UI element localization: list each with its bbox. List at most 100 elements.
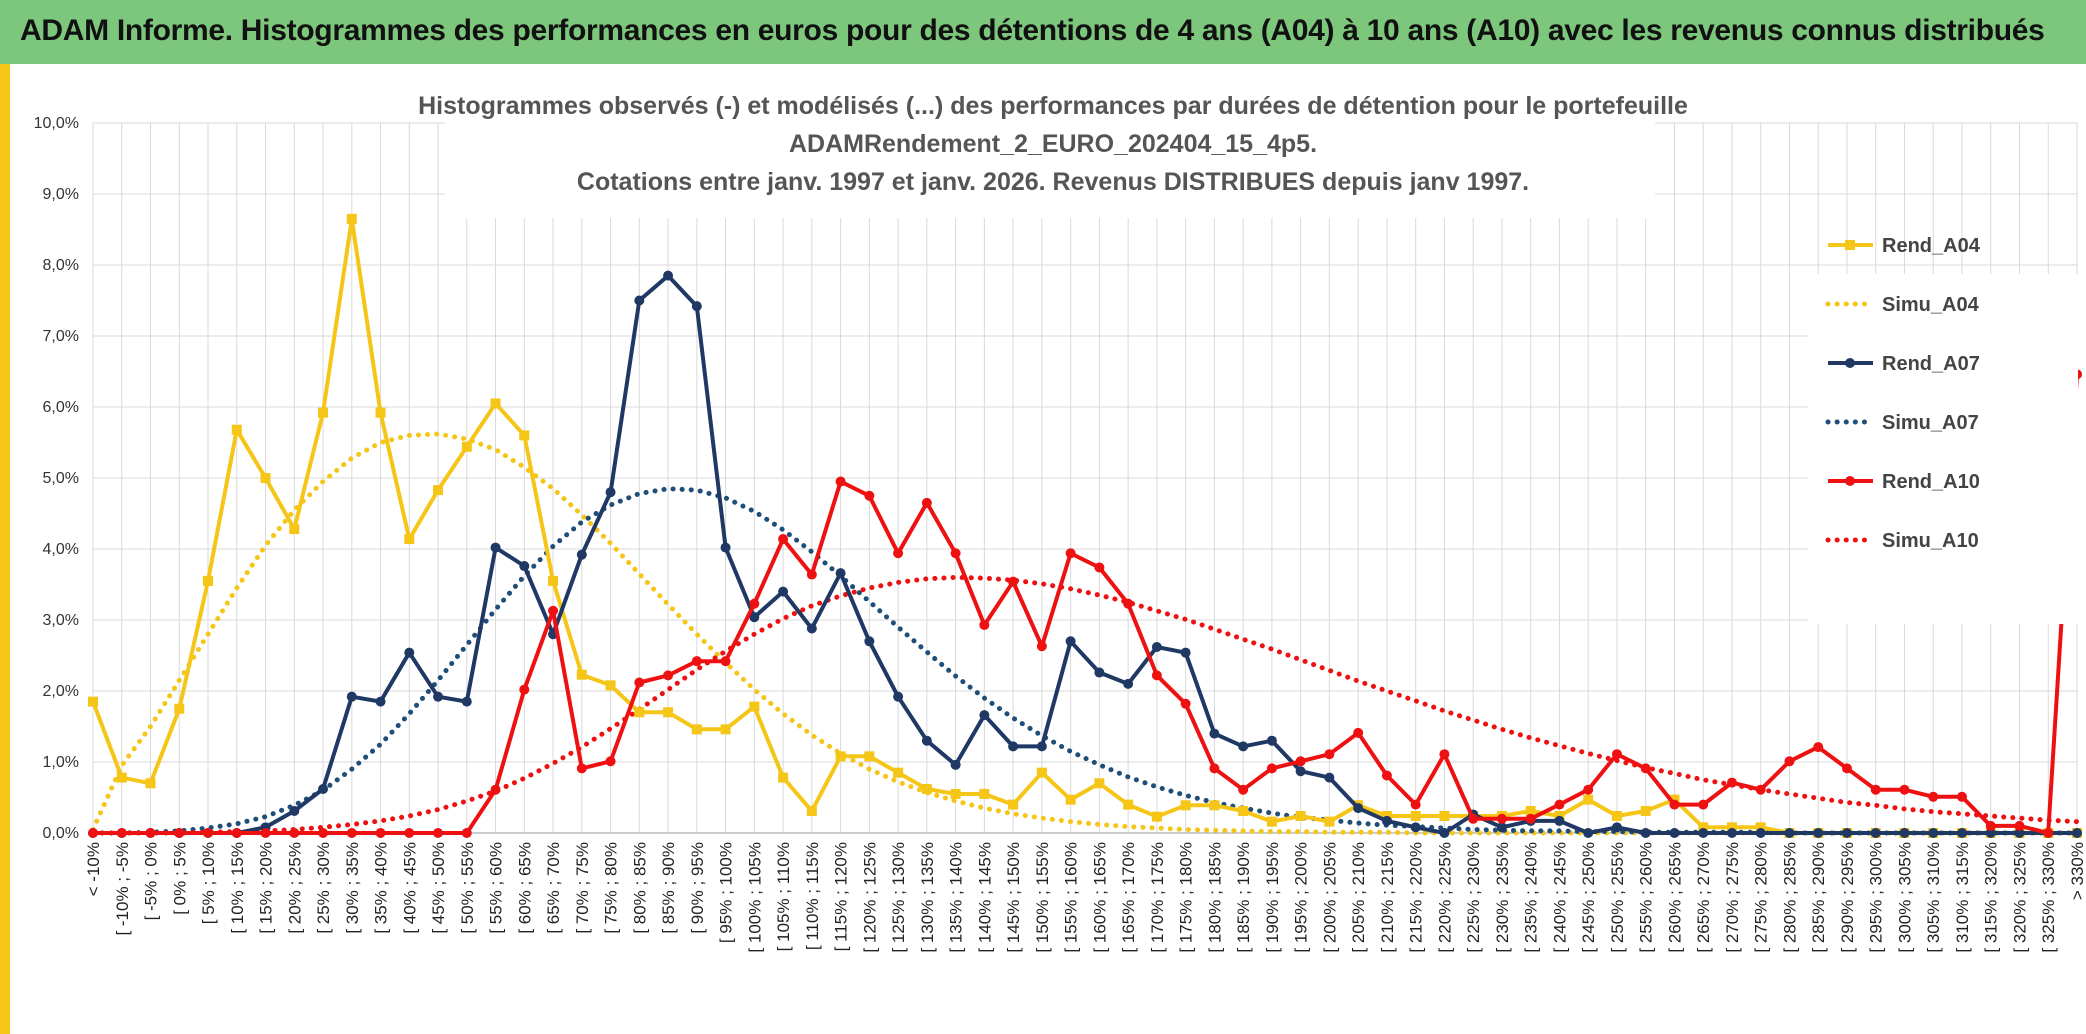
series-Rend_A07 [88,270,2082,838]
Rend_A04-point [519,430,530,441]
Rend_A04-point [260,473,271,483]
Rend_A10-point [778,534,789,545]
chart-frame [0,64,2086,1034]
chart-title: Histogrammes observés (-) et modélisés (… [418,86,1688,218]
legend-marker [1845,358,1855,368]
x-tick-label: [ 0% ; 5% [170,842,189,915]
Rend_A04-point [1209,800,1220,811]
x-tick-label: [ 215% ; 220% [1407,842,1426,953]
x-tick-label: [ 220% ; 225% [1435,842,1454,953]
y-tick-label: 4,0% [43,541,79,558]
Rend_A10-point [634,677,645,688]
Rend_A07-point [1381,815,1392,826]
y-tick-label: 6,0% [43,399,79,416]
Rend_A07-point [1439,828,1450,838]
x-tick-label: [ 180% ; 185% [1205,842,1224,953]
legend-label-Simu_A04: Simu_A04 [1882,294,1980,316]
Rend_A04-point [893,767,904,778]
Rend_A10-point [1669,799,1680,810]
Rend_A10-point [1956,791,1967,802]
Rend_A10-point [605,756,616,767]
Rend_A07-point [1238,741,1249,752]
Rend_A07-point [404,647,415,658]
Rend_A07-point [346,691,357,702]
Rend_A07-point [1180,647,1191,658]
Rend_A07-point [720,542,731,553]
Rend_A10-point [1151,670,1162,681]
Simu_A07-line [90,486,2080,836]
legend-marker [1845,240,1855,250]
x-tick-label: [ 75% ; 80% [602,842,621,934]
x-tick-label: [ 45% ; 50% [429,842,448,934]
Rend_A04-point [116,772,127,783]
Rend_A07-point [1151,641,1162,652]
Rend_A10-point [1180,698,1191,709]
title-backdrop [445,86,1655,218]
Rend_A10-point [1784,756,1795,767]
Rend_A07-point [1985,828,1996,838]
Rend_A10-point [519,684,530,695]
Rend_A07-point [864,636,875,647]
x-tick-label: [ 205% ; 210% [1349,842,1368,953]
Rend_A04-point [1698,822,1709,833]
x-tick-label: [ 140% ; 145% [975,842,994,953]
x-tick-label: [ 130% ; 135% [918,842,937,953]
x-tick-label: [ 115% ; 120% [832,842,851,951]
Rend_A10-line [93,374,2079,835]
Rend_A10-point [749,598,760,609]
series-Simu_A07 [90,486,2080,836]
x-tick-label: [ 200% ; 205% [1320,842,1339,953]
x-tick-label: [ 185% ; 190% [1234,842,1253,953]
x-tick-label: [ 50% ; 55% [458,842,477,934]
banner-title: ADAM Informe. Histogrammes des performan… [20,14,2045,47]
legend-label-Rend_A04: Rend_A04 [1882,235,1981,257]
Rend_A04-point [1410,810,1421,821]
y-tick-label: 5,0% [43,470,79,487]
Rend_A10-point [1324,749,1335,760]
x-tick-label: [ 15% ; 20% [257,842,276,934]
legend-label-Simu_A10: Simu_A10 [1882,530,1979,552]
x-tick-label: [ 210% ; 215% [1378,842,1397,953]
Rend_A10-point [1899,784,1910,795]
x-tick-label: [ 105% ; 110% [774,842,793,951]
Rend_A04-point [1036,767,1047,778]
Rend_A04-point [749,701,760,712]
Rend_A10-point [576,763,587,774]
Rend_A07-point [1266,735,1277,746]
Rend_A10-point [1008,576,1019,587]
Rend_A10-point [691,656,702,667]
Rend_A07-point [663,270,674,281]
Rend_A10-point [921,497,932,508]
Rend_A07-point [921,735,932,746]
x-tick-label: [ 85% ; 90% [659,842,678,934]
Rend_A10-point [1841,763,1852,774]
Rend_A10-point [461,828,472,838]
Rend_A04-point [1008,799,1019,810]
Rend_A04-point [375,407,386,418]
Rend_A10-point [548,605,559,616]
Rend_A10-point [318,828,329,838]
Simu_A10-line [90,574,2080,836]
Rend_A10-point [1381,770,1392,781]
Rend_A07-point [289,805,300,816]
Rend_A07-point [1094,667,1105,678]
Rend_A07-point [1036,741,1047,752]
series-Simu_A10 [90,574,2080,836]
x-tick-label: [ 70% ; 75% [573,842,592,934]
Rend_A10-point [1094,562,1105,573]
x-tick-label: [ 5% ; 10% [199,842,218,924]
Rend_A10-point [116,828,127,838]
x-tick-label: [ 275% ; 280% [1752,842,1771,953]
x-tick-label: [ 95% ; 100% [717,842,736,943]
Rend_A04-point [950,788,961,799]
x-tick-label: [ 170% ; 175% [1148,842,1167,953]
Rend_A07-point [1755,828,1766,838]
x-tick-label: [ 20% ; 25% [285,842,304,934]
Rend_A04-point [1123,799,1134,810]
Rend_A07-point [2072,828,2082,838]
legend-label-Simu_A07: Simu_A07 [1882,412,1979,434]
Rend_A10-point [490,784,501,795]
legend-backdrop [1808,274,2078,624]
Rend_A07-point [1611,822,1622,833]
Rend_A10-point [203,828,214,838]
